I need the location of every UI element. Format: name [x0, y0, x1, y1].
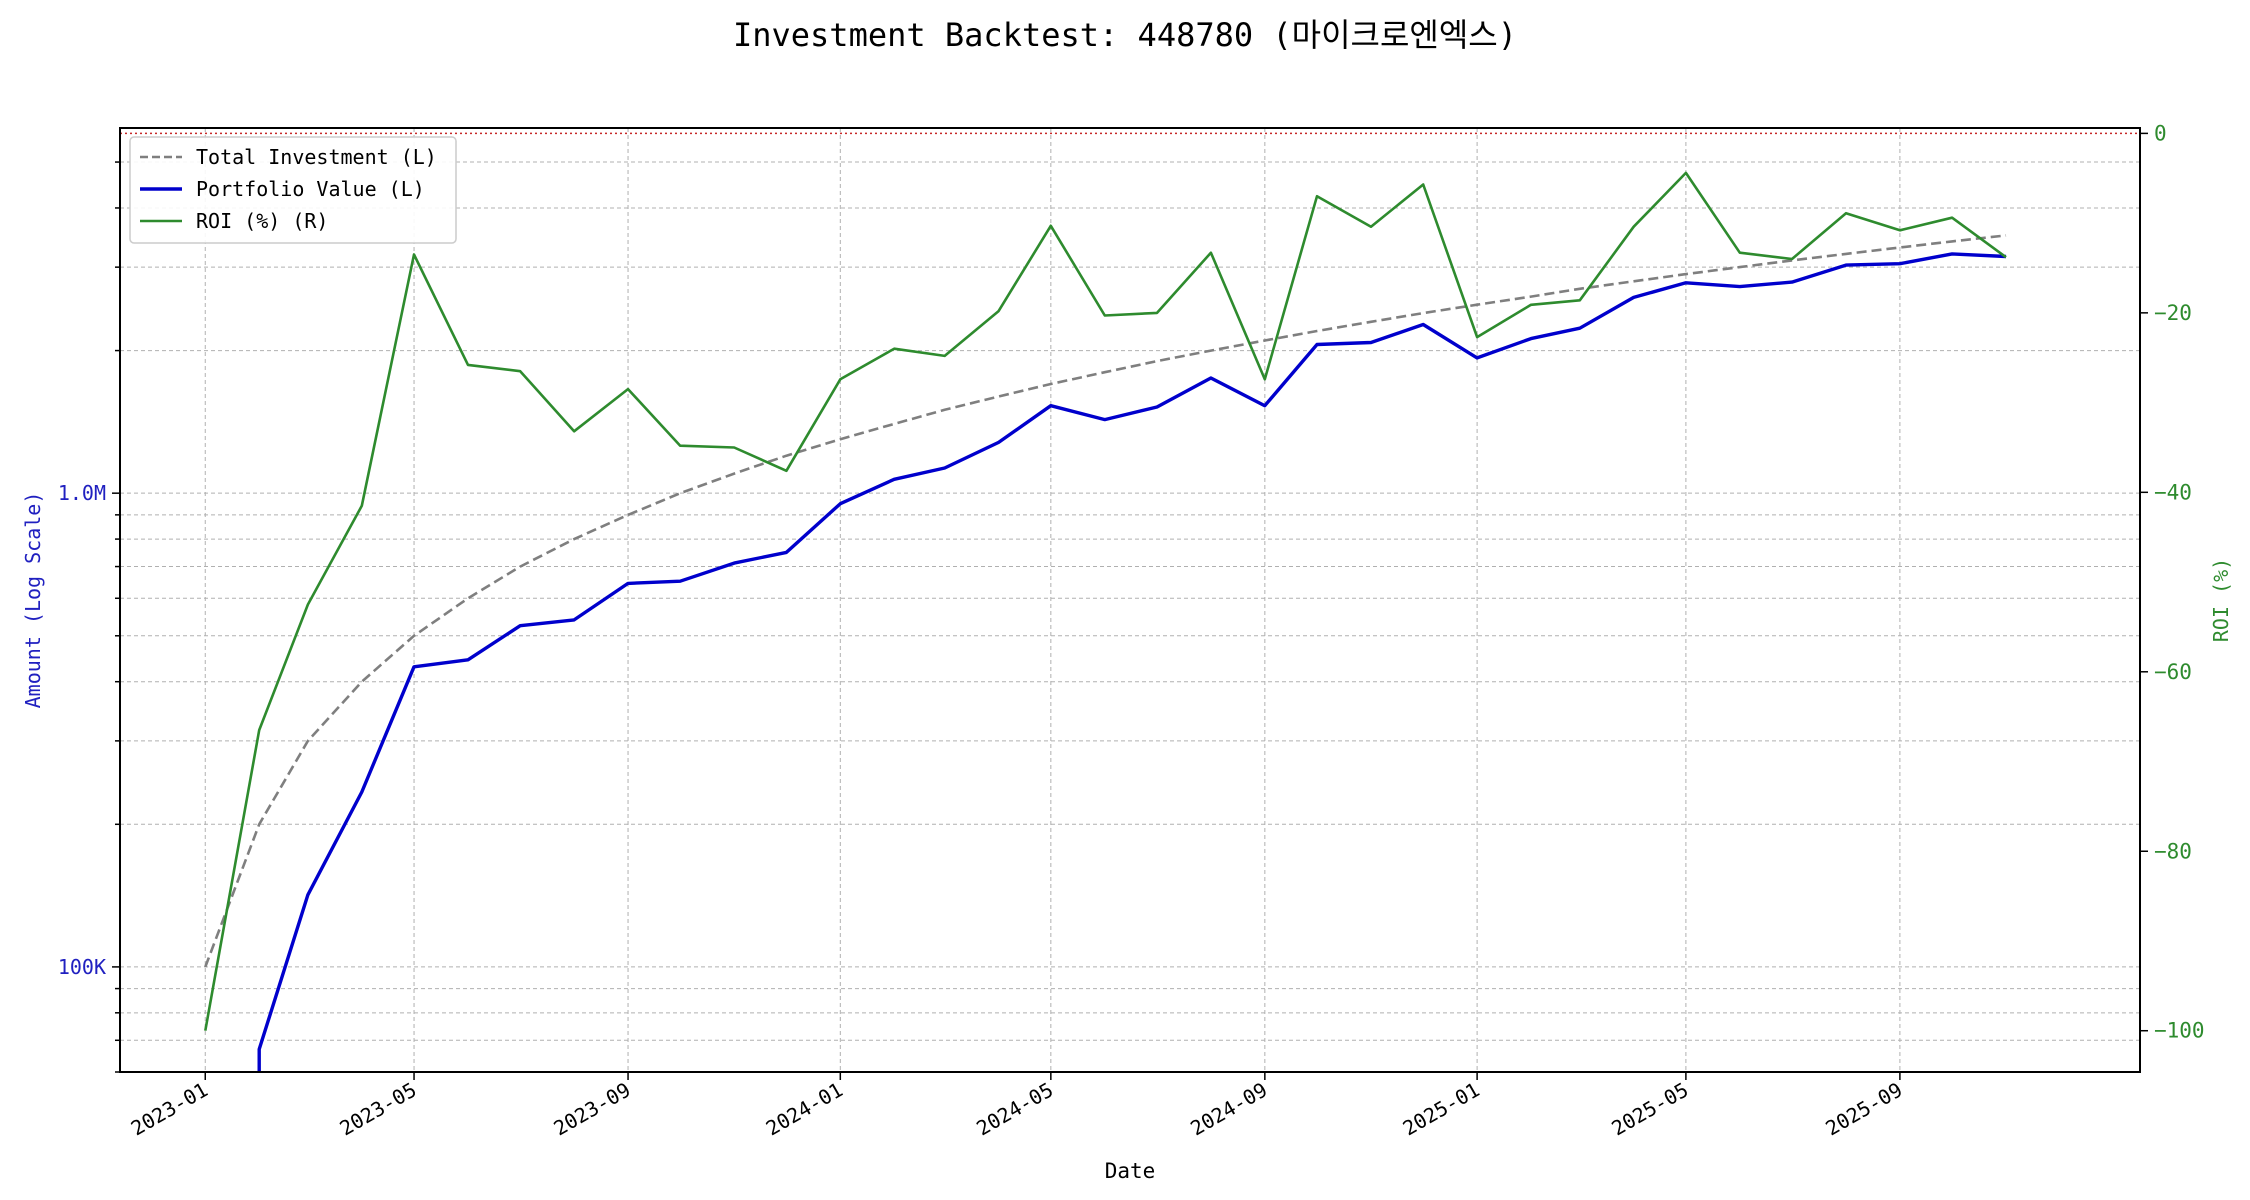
legend-box — [129, 136, 457, 244]
plot-frame — [119, 127, 2141, 1073]
chart-title: Investment Backtest: 448780 (마이크로엔엑스) — [733, 16, 1517, 54]
left-tick-label: 100K — [58, 955, 106, 979]
right-tick-label: −100 — [2154, 1019, 2205, 1043]
right-tick-label: −80 — [2154, 839, 2192, 863]
right-tick-label: −40 — [2154, 480, 2192, 504]
series-line-3 — [204, 171, 2007, 1031]
right-tick-label: 0 — [2154, 121, 2167, 145]
right-tick-label: −20 — [2154, 301, 2192, 325]
grid-lines — [120, 128, 2140, 1073]
legend-label: Portfolio Value (L) — [196, 177, 425, 201]
x-axis-label: Date — [1105, 1159, 1156, 1183]
right-axis-label: ROI (%) — [2209, 558, 2233, 642]
left-axis-label: Amount (Log Scale) — [21, 492, 45, 709]
plot-series — [120, 132, 2140, 1072]
right-tick-label: −60 — [2154, 660, 2192, 684]
series-line-1 — [204, 234, 2007, 968]
legend-label: ROI (%) (R) — [196, 209, 328, 233]
legend-label: Total Investment (L) — [196, 145, 437, 169]
right-axis: 0 −20 −40 −60 −80 −100 — [2140, 121, 2205, 1043]
series-line-2 — [257, 252, 2007, 1072]
left-tick-label: 1.0M — [58, 481, 106, 505]
legend: Total Investment (L) Portfolio Value (L) R… — [129, 136, 457, 244]
left-axis: 100K 1.0M — [58, 161, 120, 1073]
